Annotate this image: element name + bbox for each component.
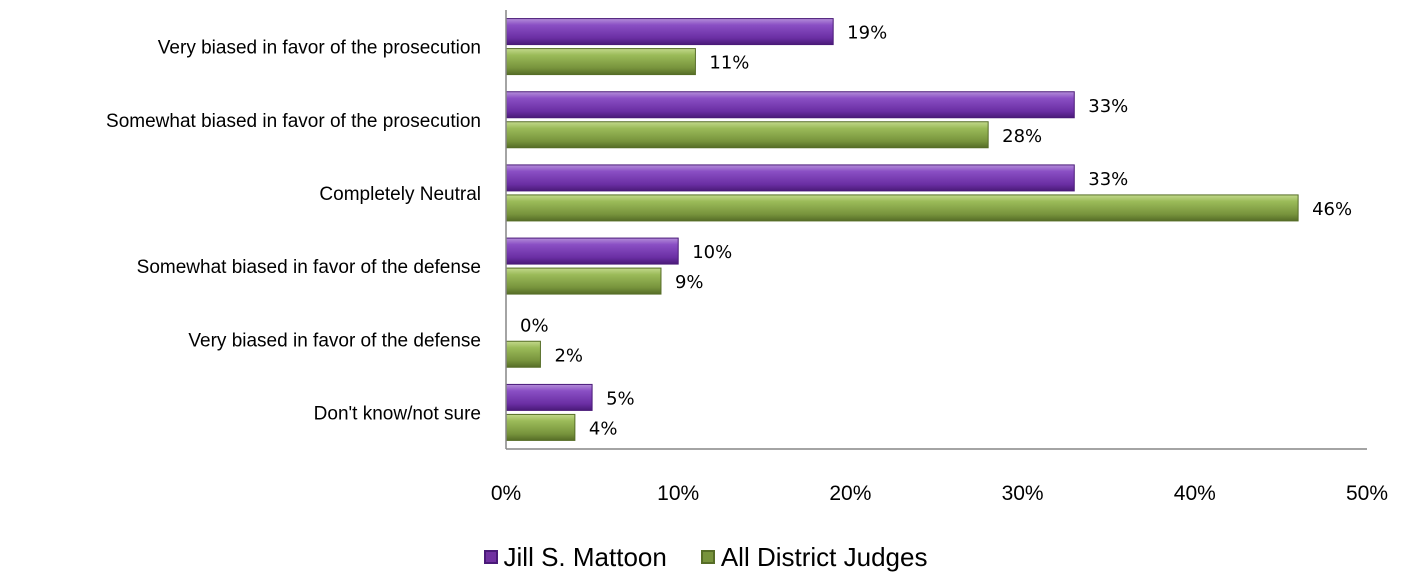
data-label: 9%	[675, 272, 704, 293]
category-label: Somewhat biased in favor of the defense	[137, 257, 481, 278]
x-tick-label: 0%	[491, 482, 521, 505]
legend-swatch-series-1	[483, 550, 498, 564]
bar-series-1	[505, 18, 834, 46]
data-label: 4%	[589, 418, 618, 439]
bar-series-1	[505, 164, 1075, 192]
bar-series-2	[505, 121, 989, 149]
legend-label-series-2: All District Judges	[720, 541, 928, 572]
bar-series-2	[505, 48, 696, 76]
category-label: Don't know/not sure	[314, 403, 481, 424]
data-label: 2%	[554, 345, 583, 366]
bar-series-1	[505, 91, 1075, 119]
data-label: 33%	[1088, 169, 1128, 190]
category-label: Very biased in favor of the defense	[188, 330, 481, 351]
data-label: 33%	[1088, 96, 1128, 117]
category-label: Very biased in favor of the prosecution	[158, 38, 481, 59]
bar-series-1	[505, 383, 593, 411]
data-label: 5%	[606, 388, 635, 409]
bar-series-1	[505, 237, 679, 265]
legend: Jill S. Mattoon All District Judges	[0, 540, 1411, 574]
data-label: 46%	[1312, 199, 1352, 220]
data-label: 0%	[520, 315, 549, 336]
legend-label-series-1: Jill S. Mattoon	[503, 541, 667, 572]
x-tick-label: 50%	[1346, 482, 1388, 505]
data-label: 10%	[692, 242, 732, 263]
data-label: 19%	[847, 23, 887, 44]
x-tick-label: 20%	[829, 482, 871, 505]
data-label: 11%	[709, 53, 749, 74]
legend-swatch-series-2	[700, 550, 715, 564]
x-tick-label: 10%	[657, 482, 699, 505]
legend-item-series-2: All District Judges	[700, 541, 928, 573]
category-label: Completely Neutral	[319, 184, 481, 205]
bar-chart-plot: Very biased in favor of the prosecution S…	[106, 10, 1388, 505]
legend-item-series-1: Jill S. Mattoon	[483, 541, 667, 573]
bar-series-2	[505, 267, 662, 295]
bar-series-2	[505, 413, 576, 441]
x-tick-label: 40%	[1174, 482, 1216, 505]
bar-series-2	[505, 194, 1299, 222]
category-label: Somewhat biased in favor of the prosecut…	[106, 111, 481, 132]
x-tick-label: 30%	[1002, 482, 1044, 505]
bar-series-2	[505, 340, 541, 368]
data-label: 28%	[1002, 126, 1042, 147]
